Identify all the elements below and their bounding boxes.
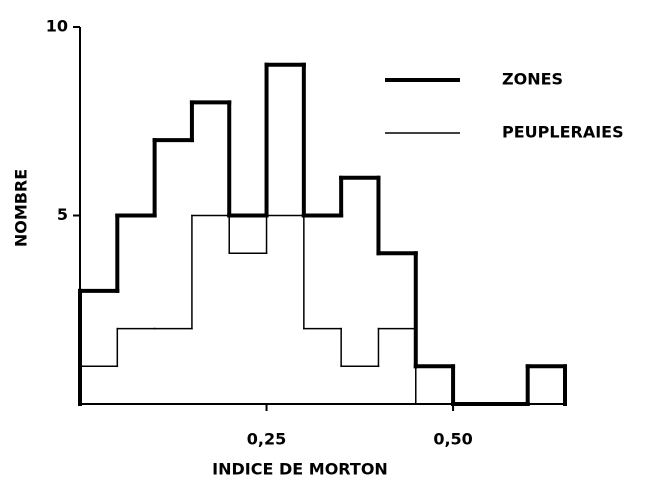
- legend-label: ZONES: [502, 70, 563, 89]
- x-axis-label: INDICE DE MORTON: [212, 460, 388, 479]
- y-tick-label: 5: [57, 205, 68, 224]
- x-tick-label: 0,50: [433, 430, 472, 449]
- y-tick-label: 10: [46, 17, 68, 36]
- y-axis-label: NOMBRE: [12, 169, 31, 247]
- legend-label: PEUPLERAIES: [502, 123, 624, 142]
- x-tick-label: 0,25: [247, 430, 286, 449]
